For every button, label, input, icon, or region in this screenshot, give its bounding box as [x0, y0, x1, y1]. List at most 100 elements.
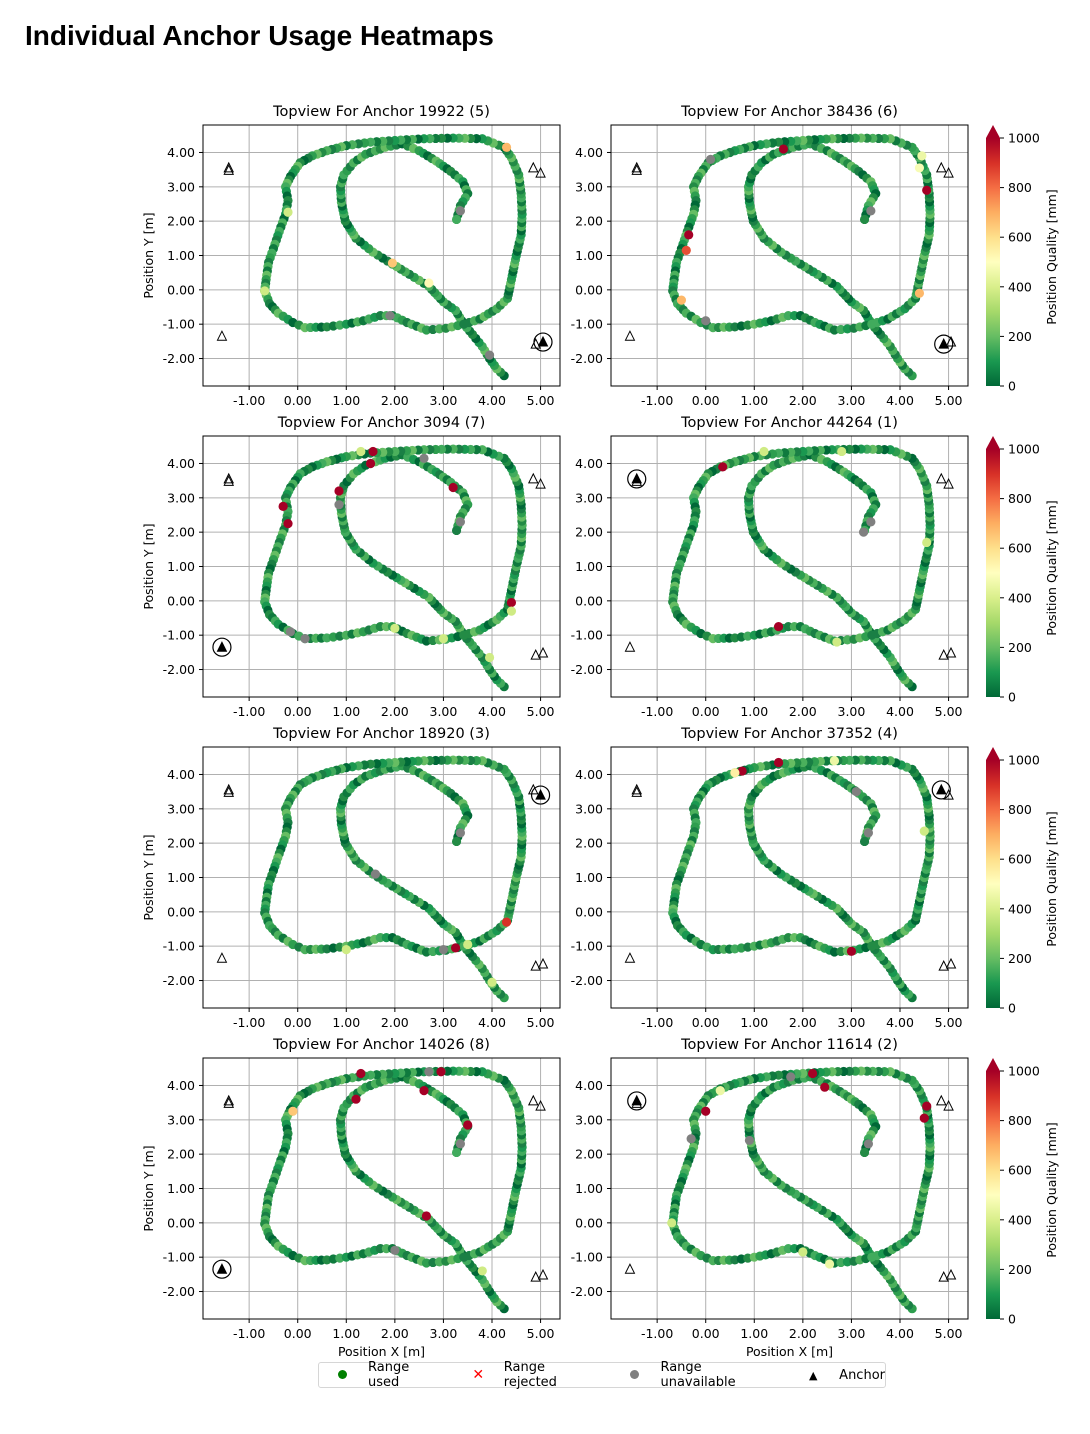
x-tick-label: 3.00 — [838, 393, 866, 408]
quality-point — [387, 258, 398, 268]
quality-point — [718, 462, 728, 472]
y-tick-label: -2.00 — [571, 1284, 603, 1299]
subplot-title: Topview For Anchor 18920 (3) — [272, 726, 490, 742]
colorbar-tick-label: 0 — [1008, 1001, 1016, 1016]
quality-point — [356, 1068, 366, 1079]
quality-point — [922, 185, 932, 195]
y-tick-label: 4.00 — [575, 456, 603, 471]
anchor-triangle-icon — [935, 1094, 947, 1106]
x-tick-label: 4.00 — [478, 1326, 506, 1341]
anchor-triangle-icon — [537, 957, 549, 969]
y-tick-label: -2.00 — [163, 973, 195, 988]
y-tick-label: 1.00 — [575, 870, 603, 885]
y-axis-label: Position Y [m] — [141, 212, 156, 298]
quality-point — [424, 278, 434, 288]
x-tick-label: -1.00 — [233, 1015, 265, 1030]
unavailable-point — [390, 1245, 400, 1255]
colorbar-tick-label: 400 — [1008, 901, 1032, 916]
highlighted-anchor-ring — [212, 637, 232, 657]
trajectory-points — [260, 755, 527, 1003]
anchor-triangle-icon — [535, 788, 546, 800]
anchor-triangle-icon — [535, 477, 546, 489]
highlighted-anchor-ring — [533, 332, 553, 352]
y-tick-label: 2.00 — [575, 214, 603, 229]
anchor-triangle-icon — [537, 1268, 549, 1280]
x-tick-label: 5.00 — [527, 1015, 555, 1030]
x-tick-label: 4.00 — [886, 704, 914, 719]
anchor-triangle-icon — [223, 472, 235, 484]
x-tick-label: 2.00 — [789, 704, 817, 719]
anchor-triangle-icon — [535, 166, 546, 178]
y-tick-label: 0.00 — [575, 593, 603, 608]
quality-point — [824, 1259, 835, 1269]
anchor-triangle-icon — [943, 166, 954, 178]
y-tick-label: 1.00 — [167, 248, 195, 263]
x-tick-label: 3.00 — [430, 704, 458, 719]
x-tick-label: 4.00 — [886, 1015, 914, 1030]
subplot-3094: Topview For Anchor 3094 (7) -1.00 0.00 1.00… — [141, 415, 561, 719]
y-tick-label: -1.00 — [571, 628, 603, 643]
y-tick-label: 1.00 — [167, 1181, 195, 1196]
unavailable-point — [385, 310, 395, 321]
x-tick-label: 5.00 — [935, 704, 963, 719]
colorbar-extend-arrow-icon — [986, 1058, 1000, 1071]
quality-point — [837, 446, 847, 457]
y-tick-label: 1.00 — [167, 559, 195, 574]
y-tick-label: 4.00 — [575, 145, 603, 160]
colorbar: 0 200 400 600 800 1000 Position Quality [mm] — [986, 125, 1059, 394]
quality-point — [463, 1120, 473, 1130]
anchor-triangle-icon — [530, 648, 542, 660]
anchor-triangle-icon — [535, 1099, 546, 1111]
anchor-triangle-icon — [938, 1270, 950, 1282]
colorbar-tick-label: 600 — [1008, 541, 1032, 556]
quality-point — [829, 756, 840, 766]
x-tick-label: 1.00 — [740, 704, 768, 719]
y-tick-label: 3.00 — [575, 1112, 603, 1127]
trajectory-points — [668, 133, 935, 381]
quality-point — [448, 482, 458, 493]
anchor-triangle-icon — [945, 1268, 957, 1280]
colorbar-label: Position Quality [mm] — [1044, 189, 1059, 324]
quality-point — [436, 1067, 446, 1077]
y-tick-label: -1.00 — [571, 939, 603, 954]
y-tick-label: -1.00 — [163, 1250, 195, 1265]
anchor-triangle-icon — [945, 957, 957, 969]
x-tick-label: 3.00 — [838, 1326, 866, 1341]
unavailable-point — [851, 787, 861, 797]
unavailable-point — [863, 1139, 874, 1149]
x-tick-label: 5.00 — [527, 393, 555, 408]
quality-point — [463, 939, 473, 950]
quality-point — [501, 917, 512, 927]
y-tick-label: 4.00 — [167, 145, 195, 160]
y-tick-label: 0.00 — [167, 904, 195, 919]
unavailable-point — [858, 527, 869, 537]
colorbar-tick-label: 200 — [1008, 1262, 1032, 1277]
unavailable-point — [863, 828, 874, 838]
x-tick-label: 1.00 — [740, 393, 768, 408]
trajectory-points — [260, 1066, 527, 1314]
unavailable-point — [455, 206, 466, 216]
y-tick-label: 4.00 — [575, 767, 603, 782]
anchor-triangle-icon — [527, 783, 539, 795]
x-tick-label: 4.00 — [886, 393, 914, 408]
legend-label: Anchor — [839, 1367, 885, 1383]
trajectory-points — [260, 133, 527, 381]
x-tick-label: 5.00 — [935, 1326, 963, 1341]
legend-item-range-used: Range used — [333, 1360, 441, 1390]
quality-point — [701, 1106, 711, 1116]
x-tick-label: -1.00 — [233, 1326, 265, 1341]
subplot-11614: Topview For Anchor 11614 (2) -1.00 0.00 1.0… — [571, 1037, 969, 1359]
anchor-triangle-icon — [216, 952, 228, 963]
quality-point — [484, 652, 495, 663]
x-tick-label: 3.00 — [430, 1326, 458, 1341]
anchor-triangle-icon — [223, 786, 235, 797]
y-axis-label: Position Y [m] — [141, 834, 156, 920]
quality-point — [676, 295, 687, 305]
x-tick-label: 4.00 — [478, 704, 506, 719]
anchor-triangle-icon — [624, 641, 636, 652]
colorbar-tick-label: 800 — [1008, 180, 1032, 195]
x-tick-label: 3.00 — [430, 393, 458, 408]
quality-point — [450, 943, 461, 953]
colorbar-tick-label: 1000 — [1008, 753, 1040, 768]
